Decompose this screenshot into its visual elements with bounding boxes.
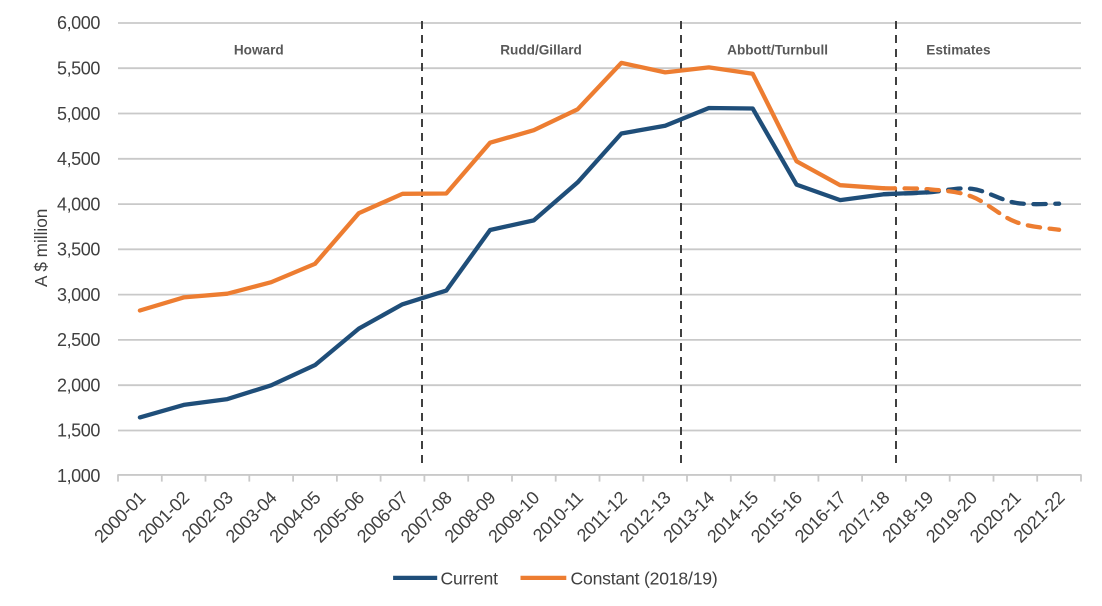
svg-text:3,000: 3,000 [57, 285, 100, 305]
svg-text:Howard: Howard [234, 43, 284, 58]
svg-text:5,000: 5,000 [57, 104, 100, 124]
svg-text:Current: Current [441, 568, 499, 588]
svg-text:Rudd/Gillard: Rudd/Gillard [500, 43, 582, 58]
svg-text:Abbott/Turnbull: Abbott/Turnbull [727, 43, 828, 58]
svg-text:4,500: 4,500 [57, 149, 100, 169]
svg-text:6,000: 6,000 [57, 13, 100, 33]
svg-text:1,000: 1,000 [57, 466, 100, 486]
svg-text:2,500: 2,500 [57, 330, 100, 350]
svg-text:3,500: 3,500 [57, 240, 100, 260]
svg-text:Estimates: Estimates [926, 43, 990, 58]
svg-text:4,000: 4,000 [57, 194, 100, 214]
svg-text:2,000: 2,000 [57, 375, 100, 395]
svg-text:Constant (2018/19): Constant (2018/19) [571, 568, 718, 588]
svg-text:A $ million: A $ million [31, 209, 51, 287]
svg-text:1,500: 1,500 [57, 421, 100, 441]
svg-text:5,500: 5,500 [57, 59, 100, 79]
